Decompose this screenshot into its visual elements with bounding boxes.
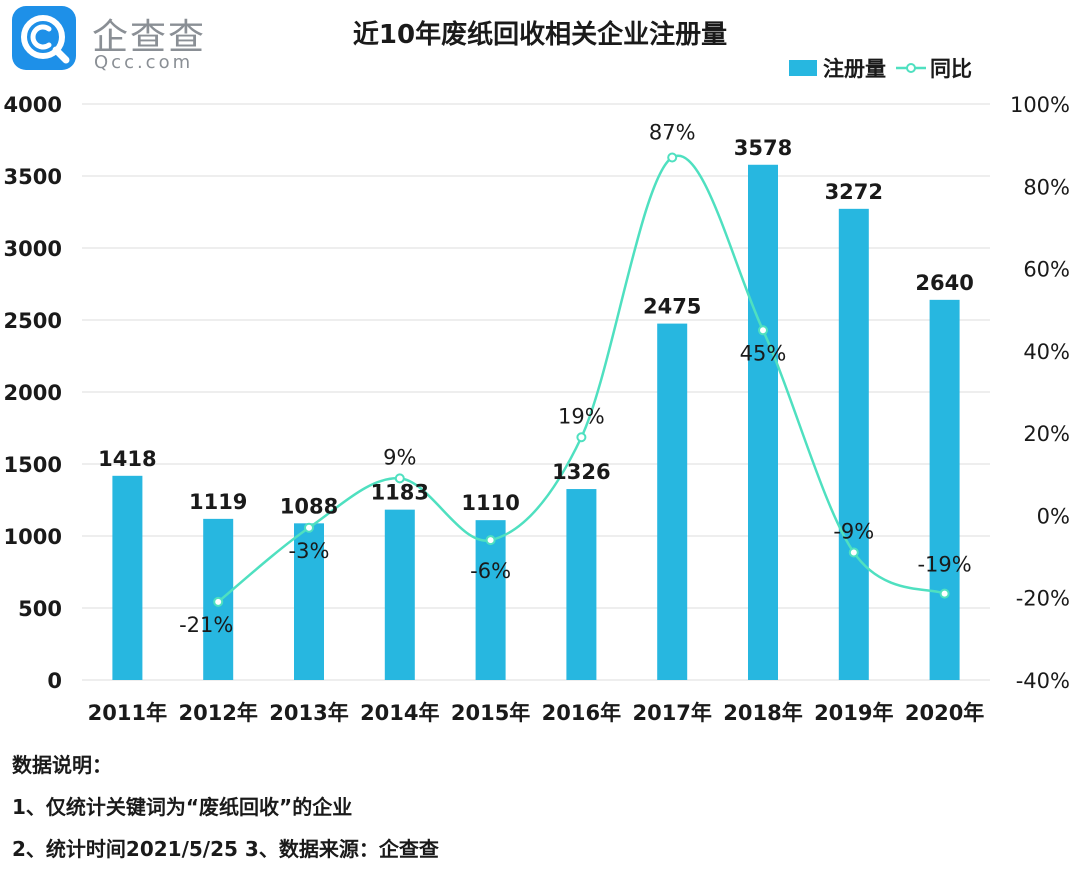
yoy-point [848, 547, 859, 558]
bar [294, 523, 324, 680]
y-left-tick-label: 3000 [4, 237, 62, 261]
y-right-tick-label: 0% [1037, 504, 1070, 528]
bar [929, 299, 960, 680]
x-tick-label: 2018年 [723, 701, 802, 725]
notes-line-2: 2、统计时间2021/5/25 3、数据来源：企查查 [12, 837, 439, 861]
bar-value-label: 2640 [915, 271, 973, 295]
y-right-tick-label: 20% [1023, 422, 1070, 446]
bar [475, 520, 506, 680]
bar [657, 323, 688, 680]
y-left-tick-label: 3500 [4, 165, 62, 189]
x-tick-label: 2013年 [269, 701, 348, 725]
bar [566, 489, 597, 680]
yoy-value-label: 45% [740, 341, 787, 365]
yoy-value-label: -6% [470, 559, 511, 583]
x-tick-label: 2017年 [632, 701, 711, 725]
chart-title: 近10年废纸回收相关企业注册量 [352, 20, 728, 50]
y-right-tick-label: 40% [1023, 340, 1070, 364]
x-tick-label: 2015年 [451, 701, 530, 725]
yoy-point [576, 432, 587, 443]
x-tick-label: 2019年 [814, 701, 893, 725]
logo-name-cn: 企查查 [92, 17, 207, 58]
qcc-logo: 企查查 Qcc.com [12, 6, 212, 76]
y-left-tick-label: 500 [18, 597, 62, 621]
yoy-point [939, 588, 950, 599]
yoy-point [394, 473, 405, 484]
yoy-point [304, 522, 314, 533]
bar-value-label: 1326 [552, 460, 610, 484]
y-right-tick-label: -40% [1016, 669, 1070, 693]
chart-legend: 注册量 同比 [789, 54, 972, 82]
yoy-point [667, 152, 678, 163]
y-left-tick-label: 2500 [4, 309, 62, 333]
y-left-tick-label: 1000 [4, 525, 62, 549]
notes-line-1: 1、仅统计关键词为“废纸回收”的企业 [12, 795, 353, 819]
y-left-tick-label: 4000 [4, 93, 62, 117]
logo-domain: Qcc.com [94, 52, 194, 73]
legend-line-swatch [896, 63, 926, 73]
bar [838, 208, 869, 680]
bar-value-label: 1088 [280, 494, 338, 518]
combo-chart: 0 500 1000 1500 2000 2500 3000 3500 4000 -40% -20%… [4, 93, 1070, 725]
bar-value-label: 3272 [825, 180, 883, 204]
bar [384, 509, 415, 680]
x-tick-label: 2016年 [542, 701, 621, 725]
qcc-logo-icon [12, 6, 76, 70]
yoy-value-label: 19% [558, 404, 605, 428]
bar-value-label: 1418 [98, 447, 156, 471]
bar-value-label: 1183 [371, 481, 429, 505]
bar-value-label: 3578 [734, 136, 792, 160]
yoy-value-label: -9% [833, 519, 874, 543]
yoy-value-label: -3% [289, 539, 330, 563]
yoy-value-label: -21% [179, 613, 233, 637]
data-notes: 数据说明： 1、仅统计关键词为“废纸回收”的企业 2、统计时间2021/5/25… [12, 744, 439, 870]
yoy-value-label: 9% [383, 445, 416, 469]
bar-value-label: 2475 [643, 295, 701, 319]
yoy-value-label: -19% [917, 553, 971, 577]
bar-value-label: 1110 [461, 491, 519, 515]
y-left-tick-label: 0 [47, 669, 62, 693]
yoy-point [213, 596, 224, 607]
yoy-value-label: 87% [649, 120, 696, 144]
y-left-tick-label: 2000 [4, 381, 62, 405]
yoy-point [485, 535, 496, 546]
y-right-tick-label: 80% [1023, 175, 1070, 199]
legend-line-label: 同比 [930, 57, 972, 81]
bar [748, 164, 778, 680]
x-tick-label: 2020年 [905, 701, 984, 725]
legend-bar-swatch [789, 60, 817, 76]
x-tick-label: 2012年 [178, 701, 257, 725]
yoy-line [217, 154, 946, 603]
y-left-tick-label: 1500 [4, 453, 62, 477]
y-right-tick-label: -20% [1016, 587, 1070, 611]
y-right-tick-label: 60% [1023, 258, 1070, 282]
x-tick-label: 2011年 [88, 701, 167, 725]
bar [112, 475, 143, 680]
legend-bar-label: 注册量 [823, 57, 886, 81]
x-tick-label: 2014年 [360, 701, 439, 725]
bar-value-label: 1119 [189, 490, 247, 514]
yoy-point [758, 325, 768, 336]
notes-heading: 数据说明： [12, 753, 112, 777]
y-right-tick-label: 100% [1010, 93, 1070, 117]
